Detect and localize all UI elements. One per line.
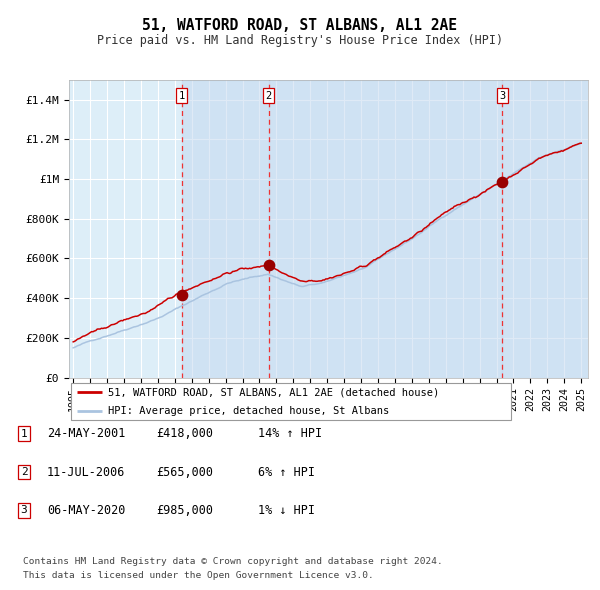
Text: Price paid vs. HM Land Registry's House Price Index (HPI): Price paid vs. HM Land Registry's House … (97, 34, 503, 47)
Text: 1: 1 (178, 90, 185, 100)
Text: £565,000: £565,000 (156, 466, 213, 478)
Text: 06-MAY-2020: 06-MAY-2020 (47, 504, 125, 517)
Text: 24-MAY-2001: 24-MAY-2001 (47, 427, 125, 440)
Text: 3: 3 (499, 90, 506, 100)
Text: 6% ↑ HPI: 6% ↑ HPI (258, 466, 315, 478)
Text: 11-JUL-2006: 11-JUL-2006 (47, 466, 125, 478)
Text: 1% ↓ HPI: 1% ↓ HPI (258, 504, 315, 517)
Text: 51, WATFORD ROAD, ST ALBANS, AL1 2AE (detached house): 51, WATFORD ROAD, ST ALBANS, AL1 2AE (de… (108, 387, 439, 397)
Text: £418,000: £418,000 (156, 427, 213, 440)
Point (264, 261, 274, 270)
FancyBboxPatch shape (71, 384, 511, 420)
Point (177, 290, 187, 299)
Text: £985,000: £985,000 (156, 504, 213, 517)
Bar (502, 80, 590, 378)
Point (497, 177, 507, 186)
Text: 2: 2 (20, 467, 28, 477)
Text: 14% ↑ HPI: 14% ↑ HPI (258, 427, 322, 440)
Text: This data is licensed under the Open Government Licence v3.0.: This data is licensed under the Open Gov… (23, 571, 374, 580)
Bar (269, 80, 502, 378)
Text: Contains HM Land Registry data © Crown copyright and database right 2024.: Contains HM Land Registry data © Crown c… (23, 557, 443, 566)
Bar (182, 80, 269, 378)
Text: 51, WATFORD ROAD, ST ALBANS, AL1 2AE: 51, WATFORD ROAD, ST ALBANS, AL1 2AE (143, 18, 458, 32)
Text: 3: 3 (20, 506, 28, 515)
Text: 2: 2 (265, 90, 272, 100)
Text: HPI: Average price, detached house, St Albans: HPI: Average price, detached house, St A… (108, 407, 389, 417)
Text: 1: 1 (20, 429, 28, 438)
